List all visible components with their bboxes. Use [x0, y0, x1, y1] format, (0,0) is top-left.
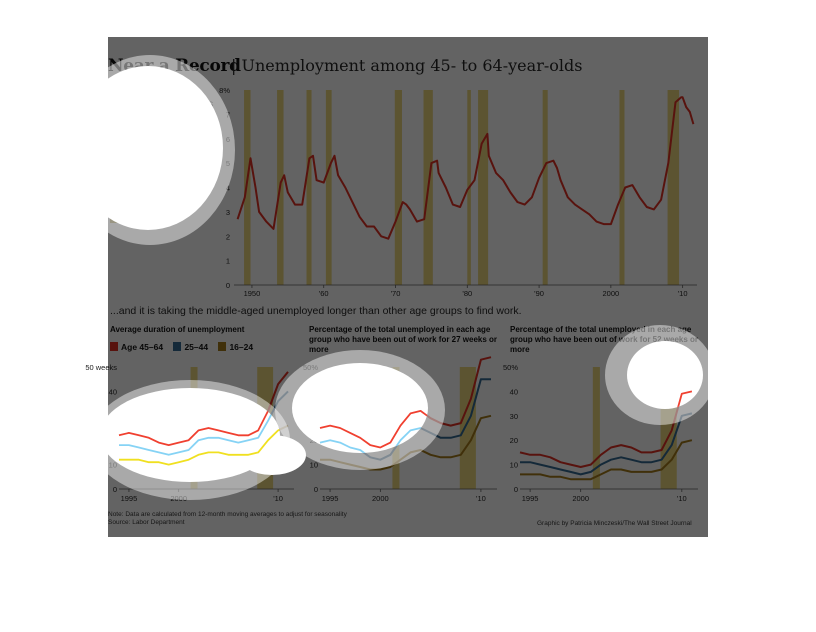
recessions-legend: Recessions	[110, 215, 166, 224]
y-tick-label: 8%	[219, 86, 230, 95]
legend-item-45-64: Age 45–64	[110, 342, 163, 352]
x-tick-label: 2000	[170, 494, 187, 503]
y-tick-label: 20	[109, 436, 117, 445]
y-tick-label: 3	[226, 208, 230, 217]
x-tick-label: 2000	[572, 494, 589, 503]
chart-subtitle: | Unemployment among 45- to 64-year-olds	[231, 56, 583, 75]
y-tick-label: 20	[310, 436, 318, 445]
recession-band	[244, 90, 251, 285]
x-tick-label: 1950	[244, 289, 261, 298]
footnote: Note: Data are calculated from 12-month …	[108, 511, 347, 527]
panel-title-27weeks: Percentage of the total unemployed in ea…	[309, 325, 498, 354]
y-tick-label: 30	[310, 412, 318, 421]
y-tick-label: 4	[226, 184, 230, 193]
legend-swatch	[110, 342, 118, 351]
age-legend: Age 45–64 25–44 16–24	[110, 342, 261, 352]
recession-band	[542, 90, 548, 285]
x-tick-label: '80	[462, 289, 472, 298]
recession-band	[325, 90, 332, 285]
x-tick-label: '90	[534, 289, 544, 298]
y-tick-label: 6	[226, 135, 230, 144]
legend-item-25-44: 25–44	[173, 342, 208, 352]
x-tick-label: 1995	[522, 494, 539, 503]
recession-band	[190, 367, 198, 489]
y-tick-label: 30	[510, 412, 518, 421]
y-tick-label: 40	[109, 387, 117, 396]
legend-swatch	[218, 342, 227, 351]
unemployment-rate-line	[236, 96, 695, 240]
x-tick-label: '10	[476, 494, 486, 503]
y-tick-label: 0	[314, 485, 318, 494]
panel-title-52weeks: Percentage of the total unemployed in ea…	[510, 325, 699, 354]
x-tick-label: '10	[677, 494, 687, 503]
recession-band	[660, 367, 677, 489]
legend-label: Age 45–64	[121, 342, 164, 352]
y-tick-label: 40	[510, 387, 518, 396]
y-tick-label: 10	[109, 461, 117, 470]
y-tick-label: 0	[113, 485, 117, 494]
x-tick-label: 1995	[121, 494, 138, 503]
recession-band	[478, 90, 489, 285]
y-tick-label: 1	[226, 257, 230, 266]
y-tick-label: 20	[510, 436, 518, 445]
x-tick-label: '10	[678, 289, 688, 298]
intro-text: The rate for middle-aged workers remains…	[110, 85, 214, 136]
recession-band	[619, 90, 625, 285]
y-tick-label: 10	[510, 461, 518, 470]
x-tick-label: '10	[273, 494, 283, 503]
y-tick-label: 50%	[303, 363, 318, 372]
y-tick-label: 0	[514, 485, 518, 494]
x-tick-label: 2000	[372, 494, 389, 503]
legend-label: 25–44	[184, 342, 209, 352]
y-tick-label: 5	[226, 159, 230, 168]
y-tick-label: 50%	[503, 363, 518, 372]
recessions-label: Recessions	[122, 215, 167, 224]
y-tick-label: 10	[310, 461, 318, 470]
y-tick-label: 30	[109, 412, 117, 421]
panel-title-duration: Average duration of unemployment	[110, 325, 245, 334]
x-tick-label: 1995	[322, 494, 339, 503]
section-subhead: ...and it is taking the middle-aged unem…	[110, 305, 522, 317]
chart-title: Near a Record	[108, 56, 241, 76]
legend-label: 16–24	[229, 342, 254, 352]
graphic-credit: Graphic by Patricia Minczeski/The Wall S…	[537, 520, 692, 527]
legend-swatch	[173, 342, 182, 351]
y-tick-label: 40	[310, 387, 318, 396]
recession-swatch	[110, 215, 119, 223]
x-tick-label: '60	[319, 289, 329, 298]
source-text: Source: Labor Department	[108, 519, 185, 526]
recession-band	[394, 90, 402, 285]
note-text: Note: Data are calculated from 12-month …	[108, 511, 347, 518]
y-tick-label: 0	[226, 281, 230, 290]
recession-band	[306, 90, 312, 285]
x-tick-label: '70	[391, 289, 401, 298]
legend-item-16-24: 16–24	[218, 342, 253, 352]
x-tick-label: 2000	[603, 289, 620, 298]
y-tick-label: 2	[226, 232, 230, 241]
measure-description: Monthly unemployment rate, 12-month movi…	[110, 160, 218, 181]
y-tick-label: 50 weeks	[85, 363, 117, 372]
y-tick-label: 7	[226, 110, 230, 119]
